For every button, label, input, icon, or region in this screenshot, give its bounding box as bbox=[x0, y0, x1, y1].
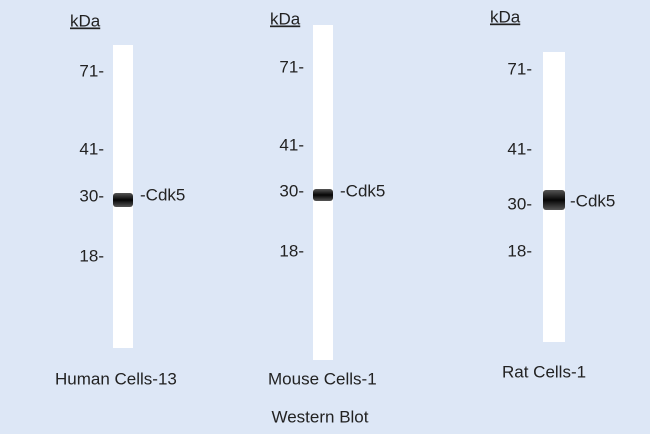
footer: Western Blot bbox=[271, 407, 368, 426]
marker-label: 71- bbox=[507, 59, 532, 78]
band bbox=[543, 190, 565, 210]
marker-label: 41- bbox=[279, 135, 304, 154]
marker-label: 30- bbox=[279, 181, 304, 200]
marker-label: 71- bbox=[279, 57, 304, 76]
band-label: -Cdk5 bbox=[340, 181, 385, 200]
marker-label: 18- bbox=[79, 246, 104, 265]
marker-label: 41- bbox=[507, 139, 532, 158]
caption: Mouse Cells-1 bbox=[268, 369, 377, 388]
band bbox=[113, 193, 133, 207]
marker-label: 30- bbox=[79, 186, 104, 205]
band-label: -Cdk5 bbox=[140, 185, 185, 204]
band-label: -Cdk5 bbox=[570, 191, 615, 210]
unit-label: kDa bbox=[270, 9, 301, 28]
marker-label: 18- bbox=[279, 241, 304, 260]
band bbox=[313, 189, 333, 201]
unit-label: kDa bbox=[490, 7, 521, 26]
marker-label: 30- bbox=[507, 194, 532, 213]
marker-label: 41- bbox=[79, 139, 104, 158]
marker-label: 71- bbox=[79, 61, 104, 80]
unit-label: kDa bbox=[70, 11, 101, 30]
caption: Rat Cells-1 bbox=[502, 362, 586, 381]
caption: Human Cells-13 bbox=[55, 369, 177, 388]
marker-label: 18- bbox=[507, 241, 532, 260]
